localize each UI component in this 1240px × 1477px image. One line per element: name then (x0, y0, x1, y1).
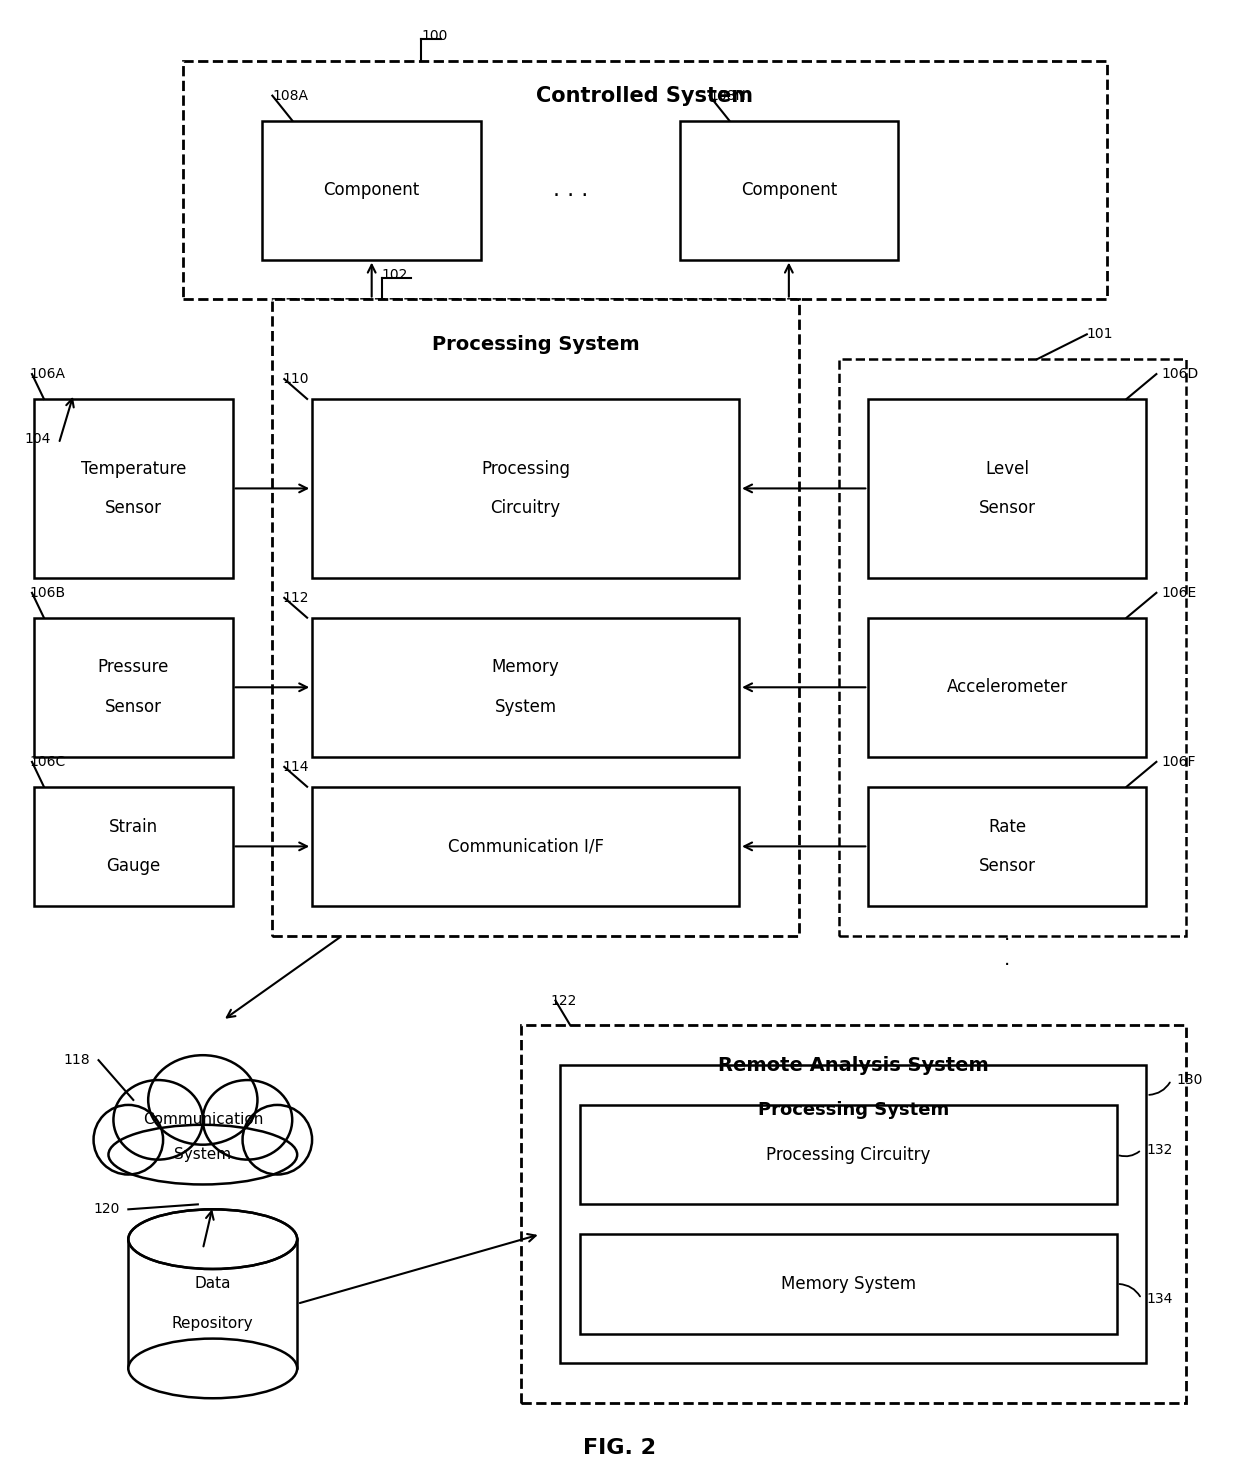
Text: Sensor: Sensor (105, 699, 161, 716)
Text: 108N: 108N (709, 89, 746, 102)
Text: 106E: 106E (1162, 586, 1197, 600)
Text: Sensor: Sensor (978, 857, 1035, 876)
Bar (33, 787, 233, 905)
Text: Gauge: Gauge (107, 857, 160, 876)
Text: 108A: 108A (273, 89, 309, 102)
Bar (580, 1105, 1117, 1204)
Text: System: System (175, 1148, 232, 1162)
Text: Controlled System: Controlled System (537, 86, 754, 106)
Text: 122: 122 (551, 994, 577, 1007)
Bar (263, 121, 481, 260)
Text: 118: 118 (63, 1053, 91, 1068)
Text: Memory System: Memory System (781, 1275, 916, 1292)
Text: Repository: Repository (172, 1316, 253, 1331)
Text: 106B: 106B (29, 586, 66, 600)
Text: FIG. 2: FIG. 2 (584, 1439, 656, 1458)
Text: 130: 130 (1177, 1074, 1203, 1087)
Bar (521, 1025, 1187, 1403)
Text: Accelerometer: Accelerometer (947, 678, 1068, 696)
Ellipse shape (129, 1210, 296, 1267)
Bar (33, 617, 233, 756)
Text: . . .: . . . (553, 180, 588, 199)
Bar (273, 300, 799, 936)
Text: Processing: Processing (481, 459, 570, 477)
Text: ·: · (1004, 932, 1011, 950)
Text: 100: 100 (422, 30, 448, 43)
Text: Memory: Memory (492, 659, 559, 676)
Text: 134: 134 (1147, 1292, 1173, 1306)
Text: 106F: 106F (1162, 755, 1195, 770)
Text: Sensor: Sensor (105, 499, 161, 517)
Text: Pressure: Pressure (98, 659, 169, 676)
Text: 120: 120 (93, 1202, 120, 1217)
Text: ·: · (1004, 956, 1011, 975)
Text: Level: Level (986, 459, 1029, 477)
Text: Component: Component (740, 182, 837, 199)
Bar (33, 399, 233, 578)
Text: Strain: Strain (109, 817, 157, 836)
Text: 114: 114 (283, 759, 309, 774)
Text: Communication I/F: Communication I/F (448, 837, 604, 855)
Text: 106A: 106A (29, 368, 64, 381)
Ellipse shape (108, 1125, 298, 1185)
Bar (128, 1239, 298, 1368)
Text: Remote Analysis System: Remote Analysis System (718, 1056, 988, 1075)
Text: Rate: Rate (988, 817, 1027, 836)
Text: 106C: 106C (29, 755, 66, 770)
Ellipse shape (203, 1080, 293, 1159)
Bar (580, 1235, 1117, 1334)
Text: Temperature: Temperature (81, 459, 186, 477)
Text: 110: 110 (283, 372, 309, 385)
Ellipse shape (128, 1338, 298, 1399)
Bar (312, 787, 739, 905)
Bar (312, 399, 739, 578)
Text: Processing System: Processing System (432, 335, 640, 353)
Text: Communication: Communication (143, 1112, 263, 1127)
Bar (868, 399, 1147, 578)
Text: Processing Circuitry: Processing Circuitry (766, 1146, 931, 1164)
Text: Sensor: Sensor (978, 499, 1035, 517)
Bar (560, 1065, 1147, 1363)
Text: 132: 132 (1147, 1143, 1173, 1156)
Text: 101: 101 (1086, 328, 1114, 341)
Text: Circuitry: Circuitry (491, 499, 560, 517)
Bar (868, 617, 1147, 756)
Text: 102: 102 (382, 267, 408, 282)
Text: System: System (495, 699, 557, 716)
Text: Component: Component (324, 182, 420, 199)
Bar (868, 787, 1147, 905)
Text: Data: Data (195, 1276, 231, 1291)
Ellipse shape (243, 1105, 312, 1174)
Bar (680, 121, 898, 260)
Ellipse shape (113, 1080, 203, 1159)
Bar (838, 359, 1187, 936)
Ellipse shape (93, 1105, 164, 1174)
Bar (184, 61, 1107, 300)
Text: 104: 104 (24, 431, 51, 446)
Text: Processing System: Processing System (758, 1100, 949, 1120)
Text: 112: 112 (283, 591, 309, 604)
Bar (312, 617, 739, 756)
Text: 106D: 106D (1162, 368, 1199, 381)
Ellipse shape (128, 1210, 298, 1269)
Ellipse shape (149, 1055, 258, 1145)
